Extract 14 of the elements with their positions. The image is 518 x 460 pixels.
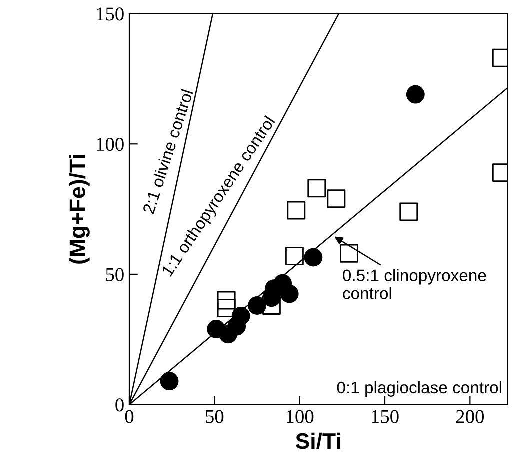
x-tick-label: 100 [286, 410, 314, 424]
y-tick-label: 50 [106, 268, 124, 282]
y-axis-title: (Mg+Fe)/Ti [69, 155, 90, 264]
x-tick-label: 50 [206, 410, 224, 424]
y-tick-label: 0 [116, 398, 124, 412]
x-tick-label: 0 [125, 410, 134, 424]
annotation: 0.5:1 clinopyroxene control [343, 269, 486, 300]
y-tick-label: 100 [97, 138, 124, 152]
annotation: 2:1 olivine control [142, 89, 194, 214]
x-tick-label: 200 [456, 410, 484, 424]
x-tick-label: 150 [372, 410, 399, 424]
ref-line-label: 0:1 plagioclase control [337, 381, 502, 397]
x-axis-title: Si/Ti [296, 432, 340, 450]
y-tick-label: 150 [97, 8, 124, 21]
